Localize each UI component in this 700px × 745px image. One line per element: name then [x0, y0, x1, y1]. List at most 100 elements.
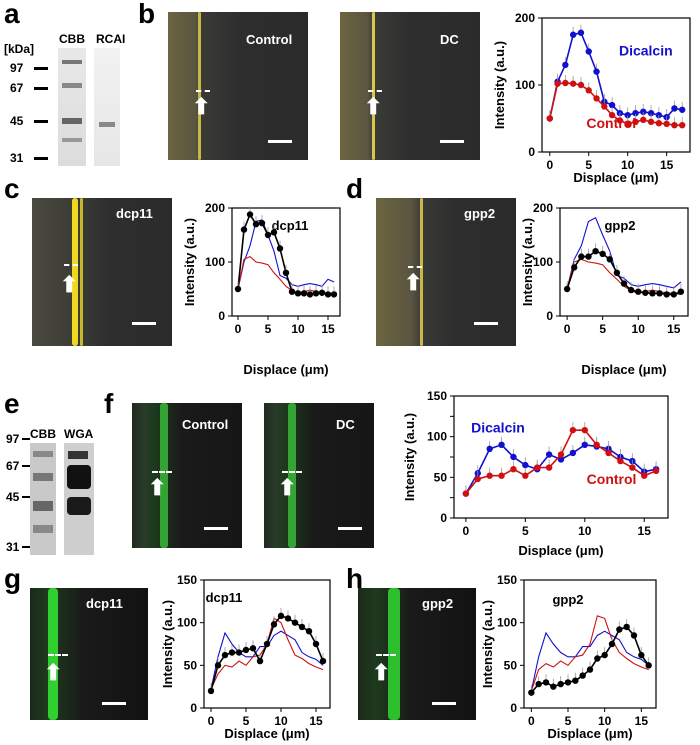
gel-lane-wga [64, 443, 94, 555]
data-point [586, 666, 594, 673]
scale-bar [338, 527, 362, 530]
data-point [585, 48, 592, 55]
data-point [522, 461, 529, 469]
data-point [627, 286, 635, 294]
data-point [585, 253, 592, 260]
data-point [486, 445, 493, 453]
data-point [569, 449, 577, 457]
arrow-up-icon: ⬆ [60, 272, 79, 297]
y-tick-label: 0 [546, 309, 553, 323]
x-tick-label: 5 [522, 524, 529, 538]
x-tick-label: 15 [321, 322, 335, 336]
panel-label-d: d [346, 173, 364, 204]
data-point [228, 649, 236, 656]
data-point [608, 101, 616, 109]
scale-bar [204, 527, 228, 530]
data-point [578, 253, 585, 260]
data-point [242, 646, 250, 654]
data-point [606, 256, 613, 263]
y-tick-label: 0 [190, 701, 197, 715]
data-point [545, 451, 553, 458]
data-point [291, 619, 299, 626]
data-point [288, 288, 296, 295]
data-point [562, 79, 569, 87]
micrograph-c: dcp11 ⬆ [32, 198, 172, 346]
panel-label-f: f [104, 388, 114, 419]
data-point [656, 290, 663, 297]
data-point [581, 426, 588, 434]
micrograph-d: gpp2 ⬆ [376, 198, 516, 346]
data-point [557, 456, 565, 463]
y-tick-label: 150 [427, 390, 447, 403]
x-tick-label: 15 [309, 714, 323, 728]
data-point [585, 87, 592, 94]
data-point [652, 467, 660, 475]
data-point [569, 80, 577, 87]
data-point [655, 119, 663, 127]
data-point [298, 623, 306, 631]
y-tick-label: 100 [205, 255, 225, 269]
x-axis-label: Displace (μm) [243, 362, 328, 377]
series-label: Dicalcin [471, 420, 525, 436]
data-point [557, 680, 564, 688]
x-tick-label: 5 [585, 158, 592, 172]
data-point [601, 651, 608, 659]
x-tick-label: 15 [635, 714, 649, 728]
data-point [592, 248, 599, 255]
data-point [569, 426, 577, 434]
gel-lane-rcai [94, 48, 120, 166]
y-axis-label: Intensity (a.u.) [492, 41, 507, 129]
data-point [599, 250, 606, 258]
marker-67: 67 [10, 81, 24, 95]
data-point [579, 672, 586, 679]
micrograph-label: Control [246, 32, 293, 47]
data-point [601, 103, 608, 110]
marker-67: 67 [6, 459, 20, 473]
data-point [240, 226, 248, 233]
scale-bar [440, 140, 464, 143]
y-tick-label: 100 [427, 430, 447, 444]
gel-lane-cbb [58, 48, 86, 166]
data-point [630, 632, 638, 639]
x-tick-label: 10 [291, 322, 305, 336]
chart-d: 0 100 200 0 5 10 15 Displace (μm) Intensity (a.u… [520, 201, 689, 377]
data-point [613, 269, 621, 276]
data-point [577, 81, 585, 89]
x-axis-label: Displace (μm) [518, 543, 603, 558]
data-point [594, 655, 601, 662]
micrograph-label: DC [440, 32, 459, 47]
data-point [671, 122, 678, 129]
y-axis-label: Intensity (a.u.) [182, 218, 197, 306]
data-point [305, 628, 313, 635]
data-point [581, 441, 588, 448]
panel-label-b: b [138, 0, 156, 29]
x-tick-label: 0 [528, 714, 535, 728]
y-tick-label: 200 [533, 201, 553, 215]
data-point [605, 449, 612, 457]
kda-unit-label: [kDa] [4, 42, 35, 56]
data-point [235, 649, 243, 656]
data-point [647, 118, 655, 126]
arrow-up-icon: ⬆ [44, 660, 63, 685]
data-point [534, 464, 541, 471]
data-point [207, 687, 215, 695]
marker-tick [34, 120, 48, 123]
data-point [510, 466, 517, 473]
micrograph-label: Control [182, 417, 229, 432]
data-point [510, 453, 517, 461]
data-point [569, 31, 577, 38]
data-point [557, 451, 565, 458]
data-point [624, 111, 631, 119]
series-line-1 [530, 615, 649, 692]
chart-title: gpp2 [552, 592, 583, 607]
data-point [571, 264, 578, 271]
y-tick-label: 150 [177, 573, 197, 587]
data-point [263, 640, 271, 648]
scale-bar [432, 702, 456, 705]
marker-tick [34, 67, 48, 70]
lane-label-rcai: RCAI [96, 32, 126, 46]
dash-line [196, 90, 210, 92]
x-axis-label: Displace (μm) [547, 726, 632, 741]
chart-title: dcp11 [272, 218, 309, 233]
data-point [252, 221, 260, 228]
